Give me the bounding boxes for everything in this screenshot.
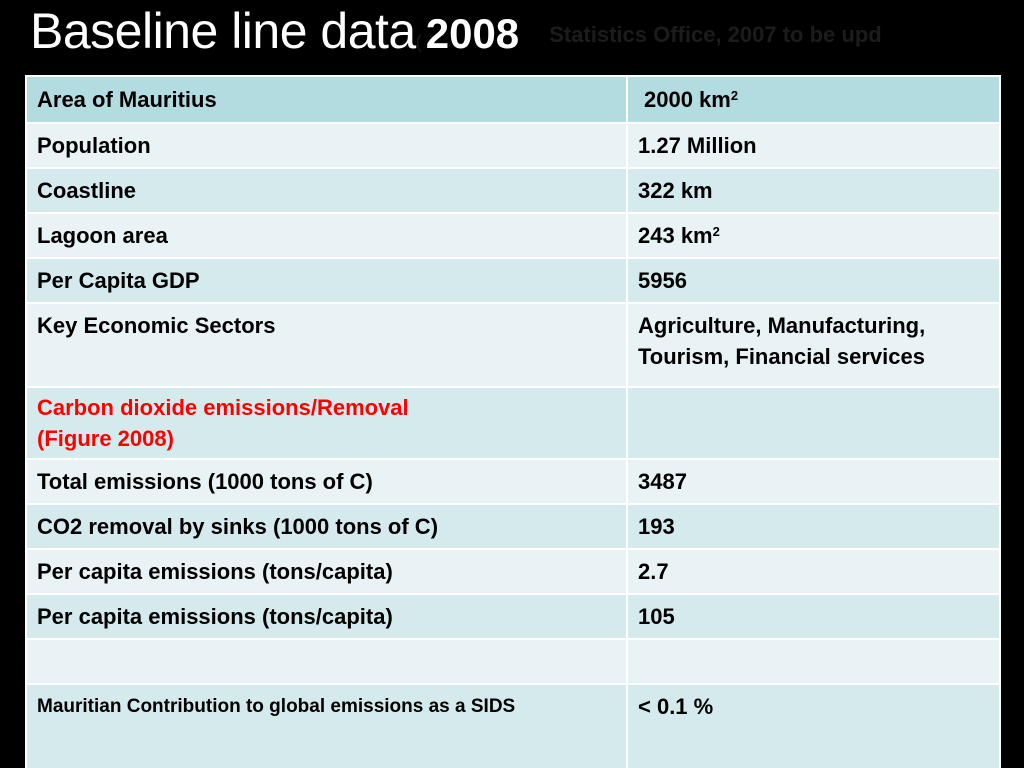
row-label: Per Capita GDP xyxy=(25,257,628,304)
row-value: 322 km xyxy=(626,167,1001,214)
row-value-superscript: 2 xyxy=(730,88,739,103)
row-label: Per capita emissions (tons/capita) xyxy=(25,593,628,640)
baseline-data-table: Area of Mauritius 2000 km2 Population 1.… xyxy=(25,75,1001,768)
table-row-global-contribution: Mauritian Contribution to global emissio… xyxy=(25,683,1001,768)
row-label-section-heading: Carbon dioxide emissions/Removal (Figure… xyxy=(25,386,628,460)
baseline-data-table-wrapper: Area of Mauritius 2000 km2 Population 1.… xyxy=(25,75,1001,768)
row-value: 193 xyxy=(626,503,1001,550)
table-row-total-emissions: Total emissions (1000 tons of C) 3487 xyxy=(25,458,1001,505)
row-value: 5956 xyxy=(626,257,1001,304)
row-value-text: 2000 km xyxy=(644,87,731,112)
table-row-per-capita-emissions: Per capita emissions (tons/capita) 2.7 xyxy=(25,548,1001,595)
slide-title: Baseline line data(2008 Statistics Office… xyxy=(30,2,882,66)
table-row-co2-removal: CO2 removal by sinks (1000 tons of C) 19… xyxy=(25,503,1001,550)
row-label: Population xyxy=(25,122,628,169)
title-year: 2008 xyxy=(425,10,520,57)
row-value-line: Agriculture, Manufacturing, xyxy=(638,313,926,338)
table-row-area: Area of Mauritius 2000 km2 xyxy=(25,75,1001,124)
row-value-text: 243 km xyxy=(638,223,713,248)
table-row-economic-sectors: Key Economic Sectors Agriculture, Manufa… xyxy=(25,302,1001,388)
row-value: 2.7 xyxy=(626,548,1001,595)
title-paren: ( xyxy=(415,32,422,52)
row-label xyxy=(25,638,628,685)
row-value: 3487 xyxy=(626,458,1001,505)
row-label: Lagoon area xyxy=(25,212,628,259)
row-value: Agriculture, Manufacturing, Tourism, Fin… xyxy=(626,302,1001,388)
row-value xyxy=(626,386,1001,460)
section-heading-line: Carbon dioxide emissions/Removal xyxy=(37,395,409,420)
row-value xyxy=(626,638,1001,685)
table-row-per-capita-emissions-2: Per capita emissions (tons/capita) 105 xyxy=(25,593,1001,640)
row-value: 2000 km2 xyxy=(626,75,1001,124)
row-label: Mauritian Contribution to global emissio… xyxy=(25,683,628,768)
table-row-carbon-section: Carbon dioxide emissions/Removal (Figure… xyxy=(25,386,1001,460)
row-label: CO2 removal by sinks (1000 tons of C) xyxy=(25,503,628,550)
row-value-superscript: 2 xyxy=(712,224,720,239)
row-label: Total emissions (1000 tons of C) xyxy=(25,458,628,505)
table-row-lagoon-area: Lagoon area 243 km2 xyxy=(25,212,1001,259)
table-row-empty xyxy=(25,638,1001,685)
table-row-gdp: Per Capita GDP 5956 xyxy=(25,257,1001,304)
table-row-coastline: Coastline 322 km xyxy=(25,167,1001,214)
row-value: 105 xyxy=(626,593,1001,640)
row-value: 1.27 Million xyxy=(626,122,1001,169)
table-row-population: Population 1.27 Million xyxy=(25,122,1001,169)
row-value: 243 km2 xyxy=(626,212,1001,259)
section-heading-line: (Figure 2008) xyxy=(37,426,174,451)
title-source-note: Statistics Office, 2007 to be upd xyxy=(549,22,882,47)
row-label: Per capita emissions (tons/capita) xyxy=(25,548,628,595)
row-label: Key Economic Sectors xyxy=(25,302,628,388)
row-label: Area of Mauritius xyxy=(25,75,628,124)
title-main: Baseline line data xyxy=(30,3,416,59)
row-label: Coastline xyxy=(25,167,628,214)
row-value: < 0.1 % xyxy=(626,683,1001,768)
row-value-line: Tourism, Financial services xyxy=(638,344,925,369)
